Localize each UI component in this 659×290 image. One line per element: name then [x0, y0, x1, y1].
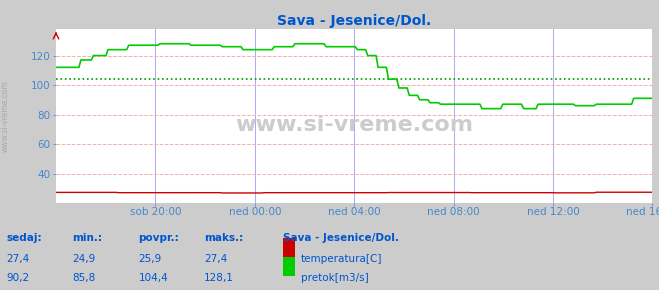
- Text: sedaj:: sedaj:: [7, 233, 42, 243]
- Text: pretok[m3/s]: pretok[m3/s]: [301, 273, 368, 282]
- Text: 85,8: 85,8: [72, 273, 96, 282]
- Title: Sava - Jesenice/Dol.: Sava - Jesenice/Dol.: [277, 14, 432, 28]
- Text: 27,4: 27,4: [204, 254, 227, 264]
- Text: povpr.:: povpr.:: [138, 233, 179, 243]
- Text: 25,9: 25,9: [138, 254, 161, 264]
- Text: 104,4: 104,4: [138, 273, 168, 282]
- Bar: [283, 257, 295, 275]
- Text: 27,4: 27,4: [7, 254, 30, 264]
- Text: Sava - Jesenice/Dol.: Sava - Jesenice/Dol.: [283, 233, 399, 243]
- Text: www.si-vreme.com: www.si-vreme.com: [235, 115, 473, 135]
- Text: 90,2: 90,2: [7, 273, 30, 282]
- Bar: [283, 238, 295, 257]
- Text: temperatura[C]: temperatura[C]: [301, 254, 382, 264]
- Text: 128,1: 128,1: [204, 273, 234, 282]
- Text: 24,9: 24,9: [72, 254, 96, 264]
- Text: maks.:: maks.:: [204, 233, 244, 243]
- Text: min.:: min.:: [72, 233, 103, 243]
- Text: www.si-vreme.com: www.si-vreme.com: [1, 80, 10, 152]
